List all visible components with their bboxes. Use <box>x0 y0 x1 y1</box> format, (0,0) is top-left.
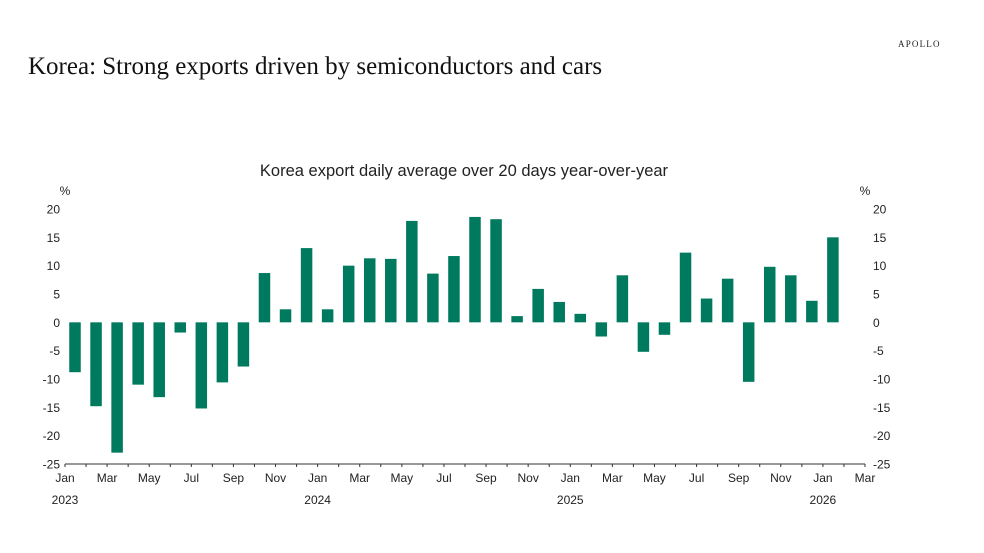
bar <box>511 316 523 323</box>
y-tick-label-right: -15 <box>873 401 891 415</box>
x-tick-label: Sep <box>475 471 497 485</box>
y-axis-left: 20 15 10 5 0 -5 -10 -15 -20 -25 <box>43 203 61 472</box>
x-tick-label: May <box>643 471 666 485</box>
x-tick-label: Jan <box>561 471 580 485</box>
bar <box>785 275 797 323</box>
y-tick-label-right: -5 <box>873 344 884 358</box>
bar <box>174 322 187 333</box>
bar <box>153 322 165 398</box>
x-year-label: 2026 <box>810 493 837 507</box>
bar <box>132 322 144 385</box>
bar <box>90 322 102 407</box>
y-tick-label-left: 0 <box>53 316 60 330</box>
x-tick-label: Jul <box>184 471 199 485</box>
y-tick-label-left: -5 <box>49 344 60 358</box>
y-tick-label-left: 5 <box>53 288 60 302</box>
x-tick-label: Jan <box>813 471 832 485</box>
y-tick-label-left: 20 <box>47 203 61 217</box>
bar <box>532 288 544 323</box>
bar <box>658 322 671 335</box>
bar <box>300 248 313 323</box>
y-tick-label-right: -25 <box>873 458 891 472</box>
bar <box>721 278 734 323</box>
chart-title: Korea export daily average over 20 days … <box>260 162 669 180</box>
y-tick-label-left: -20 <box>43 429 61 443</box>
bar <box>637 322 650 352</box>
y-tick-label-left: 15 <box>47 231 61 245</box>
x-tick-label: May <box>138 471 161 485</box>
bar <box>195 322 208 409</box>
bar <box>616 275 629 323</box>
bar <box>700 298 713 323</box>
page-title: Korea: Strong exports driven by semicond… <box>28 53 603 80</box>
x-tick-label: Mar <box>349 471 370 485</box>
x-tick-label: May <box>391 471 414 485</box>
x-tick-label: Jan <box>55 471 74 485</box>
bar <box>827 237 839 323</box>
bar <box>763 266 776 323</box>
bar <box>469 216 481 323</box>
bar <box>342 265 355 323</box>
x-year-label: 2023 <box>52 493 79 507</box>
y-tick-label-right: -10 <box>873 373 891 387</box>
x-year-label: 2025 <box>557 493 584 507</box>
bar <box>69 322 81 373</box>
bar <box>279 309 292 323</box>
x-tick-label: Sep <box>223 471 245 485</box>
bar <box>679 252 692 323</box>
y-tick-label-right: 10 <box>873 259 887 273</box>
y-tick-label-right: 15 <box>873 231 887 245</box>
y-tick-label-left: 10 <box>47 259 61 273</box>
x-tick-label: Jul <box>436 471 451 485</box>
bar <box>385 258 397 323</box>
bar <box>490 219 502 323</box>
x-tick-label: Sep <box>728 471 750 485</box>
x-tick-label: Nov <box>265 471 286 485</box>
x-tick-label: Mar <box>602 471 623 485</box>
bar <box>321 309 334 323</box>
y-axis-right: 20 15 10 5 0 -5 -10 -15 -20 -25 <box>873 203 891 472</box>
bar <box>363 258 376 323</box>
x-tick-label: Jul <box>689 471 704 485</box>
bar <box>258 273 271 323</box>
bar <box>406 220 418 323</box>
bar <box>553 301 565 323</box>
y-axis-unit-left: % <box>60 184 71 198</box>
y-tick-label-right: -20 <box>873 429 891 443</box>
bar <box>216 322 229 383</box>
y-tick-label-right: 20 <box>873 203 887 217</box>
bar <box>111 322 123 453</box>
y-axis-unit-right: % <box>860 184 871 198</box>
y-tick-label-right: 0 <box>873 316 880 330</box>
bar <box>427 273 439 323</box>
bar <box>448 256 460 323</box>
bar <box>742 322 755 382</box>
bar <box>237 322 250 367</box>
x-tick-label: Mar <box>855 471 876 485</box>
x-tick-label: Nov <box>770 471 791 485</box>
y-tick-label-left: -10 <box>43 373 61 387</box>
bar <box>806 300 818 323</box>
bar <box>574 313 587 323</box>
x-tick-label: Mar <box>97 471 118 485</box>
x-tick-label: Jan <box>308 471 327 485</box>
bar <box>595 322 608 337</box>
bar-series <box>69 216 839 453</box>
x-tick-label: Nov <box>517 471 538 485</box>
y-tick-label-right: 5 <box>873 288 880 302</box>
brand-logo: APOLLO <box>898 39 941 49</box>
y-tick-label-left: -15 <box>43 401 61 415</box>
y-tick-label-left: -25 <box>43 458 61 472</box>
x-axis: Jan Mar May Jul Sep Nov Jan Mar May Jul Sep Nov Jan M… <box>52 463 876 507</box>
x-year-label: 2024 <box>304 493 331 507</box>
